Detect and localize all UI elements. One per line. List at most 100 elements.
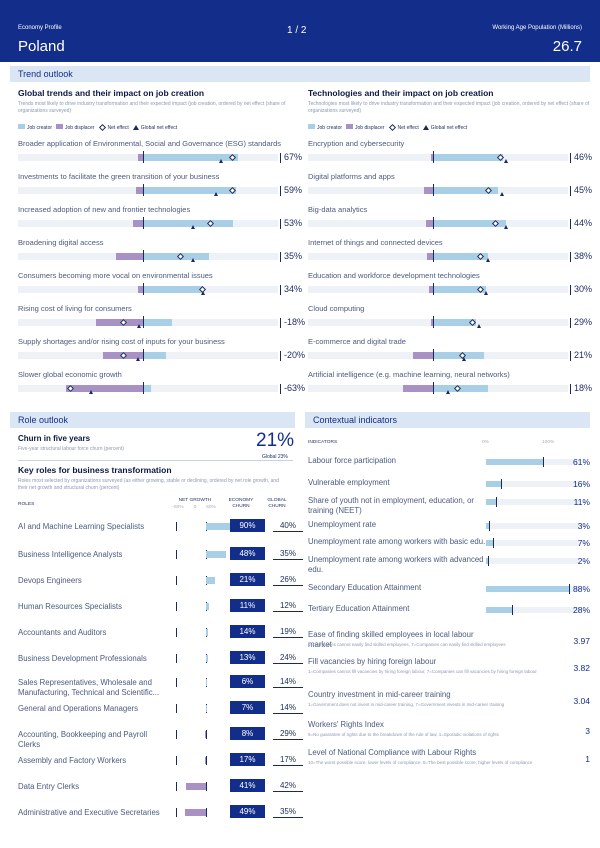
global-net-marker	[191, 225, 195, 229]
role-row: Administrative and Executive Secretaries…	[18, 804, 303, 830]
indicator-tick	[487, 556, 489, 566]
growth-fill	[206, 551, 226, 558]
role-label: Business Development Professionals	[18, 654, 147, 663]
displacer-bar	[424, 187, 433, 194]
displacer-bar	[430, 154, 433, 161]
trend-label: Broader application of Environmental, So…	[18, 139, 282, 148]
global-net-marker	[137, 324, 142, 328]
indicator-value: 11%	[573, 497, 590, 507]
zero-line	[433, 217, 434, 229]
role-row: Human Resources Specialists 11% 12%	[18, 598, 303, 624]
indicator-row: Unemployment rate among workers with adv…	[308, 555, 590, 575]
axis-line	[176, 576, 177, 585]
trend-label: Investments to facilitate the green tran…	[18, 172, 220, 181]
end-line	[280, 351, 281, 361]
global-churn: 35%	[273, 807, 303, 818]
role-label: Accounting, Bookkeeping and Payroll Cler…	[18, 730, 148, 749]
end-line	[280, 252, 281, 262]
global-churn: 19%	[273, 627, 303, 638]
trend-value: 45%	[574, 185, 593, 195]
score-note: 1=Government does not invest in mid-care…	[308, 702, 505, 707]
indicator-label: Labour force participation	[308, 456, 396, 465]
score-value: 3	[585, 726, 590, 736]
trend-value: 30%	[574, 284, 593, 294]
growth-fill	[185, 809, 206, 816]
trend-label: Increased adoption of new and frontier t…	[18, 205, 191, 214]
global-churn: 29%	[273, 729, 303, 740]
trend-label: Cloud computing	[308, 304, 365, 313]
global-net-marker	[88, 390, 93, 394]
trend-bar	[18, 250, 278, 262]
tick-pos: 50%	[206, 505, 216, 510]
growth-fill	[206, 679, 207, 686]
indicator-value: 3%	[577, 521, 590, 531]
economy-churn: 17%	[230, 753, 265, 766]
axis-line	[176, 704, 177, 713]
economy-churn: 11%	[230, 599, 265, 612]
indicator-label: Secondary Education Attainment	[308, 583, 422, 592]
end-line	[280, 318, 281, 328]
axis-line	[176, 654, 177, 663]
global-net-marker	[218, 159, 223, 163]
trend-value: 67%	[284, 152, 303, 162]
axis-line	[176, 782, 177, 791]
global-trends-subtitle: Trends most likely to drive industry tra…	[18, 101, 286, 114]
trend-bar	[308, 349, 568, 361]
creator-bar	[433, 187, 498, 194]
legend-global: Global net effect	[140, 124, 178, 131]
role-label: Devops Engineers	[18, 576, 82, 585]
trend-label: Consumers becoming more vocal on environ…	[18, 271, 213, 280]
trend-item: Slower global economic growth -63%	[18, 370, 305, 402]
growth-fill	[204, 757, 206, 764]
displacer-bar	[430, 319, 433, 326]
trend-value: 34%	[284, 284, 303, 294]
churn-global: Global 23%	[262, 454, 288, 460]
global-churn: 42%	[273, 781, 303, 792]
trend-value: 35%	[284, 251, 303, 261]
trend-label: Education and workforce development tech…	[308, 271, 480, 280]
score-row: Fill vacancies by hiring foreign labour 1…	[308, 657, 590, 683]
score-note: 1=Companies cannot easily find skilled e…	[308, 642, 506, 647]
trend-bar	[18, 217, 278, 229]
global-net-marker	[503, 225, 508, 229]
zero-line	[143, 217, 144, 229]
creator-bar	[143, 319, 172, 326]
trend-value: 29%	[574, 317, 593, 327]
trend-item: Encryption and cybersecurity 46%	[308, 139, 592, 171]
indicator-fill	[486, 459, 544, 465]
displacer-bar	[115, 253, 143, 260]
end-line	[570, 384, 571, 394]
zero-line	[433, 283, 434, 295]
indicator-bar	[486, 521, 580, 531]
end-line	[280, 384, 281, 394]
indicator-bar	[486, 584, 580, 594]
trend-bar	[308, 283, 568, 295]
zero-line	[206, 782, 207, 791]
score-note: 5=No guarantee of rights due to the brea…	[308, 732, 499, 737]
legend-displacer: Job displacer	[355, 125, 385, 131]
net-growth-bar	[176, 522, 240, 531]
displacer-bar	[65, 385, 143, 392]
legend-net: Net effect	[107, 124, 129, 131]
economy-churn: 14%	[230, 625, 265, 638]
growth-fill	[186, 783, 206, 790]
indicator-fill	[486, 499, 497, 505]
creator-bar	[143, 286, 203, 293]
indicator-tick	[492, 538, 494, 548]
role-label: Data Entry Clerks	[18, 782, 80, 791]
axis-line	[176, 628, 177, 637]
trend-item: Consumers becoming more vocal on environ…	[18, 271, 303, 303]
indicator-bar	[486, 605, 580, 615]
role-label: Administrative and Executive Secretaries	[18, 808, 160, 817]
global-trends-legend: Job creator Job displacer Net effect Glo…	[18, 123, 178, 132]
tech-trends-subtitle: Technologies most likely to drive indust…	[308, 101, 590, 114]
indicator-tick	[488, 521, 490, 531]
global-churn: 12%	[273, 601, 303, 612]
indicator-row: Secondary Education Attainment 88%	[308, 583, 590, 603]
global-net-marker	[486, 258, 490, 262]
trend-bar	[18, 316, 278, 328]
creator-bar	[143, 352, 166, 359]
legend-global: Global net effect	[430, 124, 468, 131]
score-note: 10=The worst possible score, lower level…	[308, 760, 533, 765]
role-row: Devops Engineers 21% 26%	[18, 572, 303, 598]
